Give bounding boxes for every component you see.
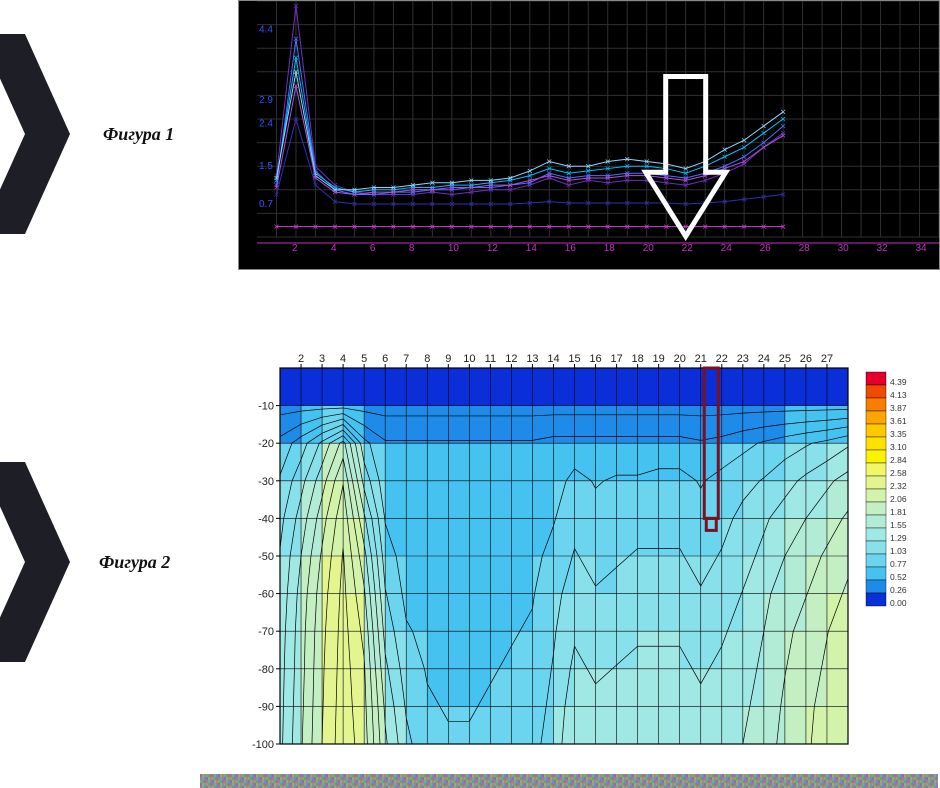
svg-text:-90: -90 xyxy=(258,701,274,713)
svg-text:2: 2 xyxy=(298,353,304,365)
svg-text:1.81: 1.81 xyxy=(890,507,907,517)
svg-text:-100: -100 xyxy=(252,739,274,750)
svg-text:26: 26 xyxy=(800,353,812,365)
svg-text:10: 10 xyxy=(448,243,460,254)
svg-text:1.03: 1.03 xyxy=(890,546,907,556)
svg-text:1.5: 1.5 xyxy=(259,161,273,172)
svg-text:3.35: 3.35 xyxy=(890,429,907,439)
svg-text:26: 26 xyxy=(760,243,772,254)
svg-text:21: 21 xyxy=(695,353,707,365)
svg-text:14: 14 xyxy=(526,243,538,254)
svg-text:22: 22 xyxy=(716,353,728,365)
svg-text:10: 10 xyxy=(463,353,475,365)
svg-text:22: 22 xyxy=(682,243,694,254)
svg-text:4: 4 xyxy=(331,243,337,254)
svg-text:2.9: 2.9 xyxy=(259,95,273,106)
figure-2-label: Фигура 2 xyxy=(99,552,170,573)
svg-text:2: 2 xyxy=(292,243,298,254)
svg-text:4.4: 4.4 xyxy=(259,24,273,35)
svg-text:2.58: 2.58 xyxy=(890,468,907,478)
svg-text:4.13: 4.13 xyxy=(890,390,907,400)
svg-text:6: 6 xyxy=(382,353,388,365)
svg-text:17: 17 xyxy=(610,353,622,365)
svg-text:8: 8 xyxy=(424,353,430,365)
line-chart-figure-1: 0.71.52.42.94.42468101214161820222426283… xyxy=(238,0,940,270)
svg-text:-40: -40 xyxy=(258,513,274,525)
svg-text:4.39: 4.39 xyxy=(890,377,907,387)
svg-text:0.7: 0.7 xyxy=(259,199,273,210)
svg-text:24: 24 xyxy=(758,353,770,365)
svg-text:11: 11 xyxy=(485,353,496,365)
svg-text:6: 6 xyxy=(370,243,376,254)
svg-text:24: 24 xyxy=(721,243,733,254)
svg-text:0.26: 0.26 xyxy=(890,585,907,595)
svg-text:12: 12 xyxy=(487,243,499,254)
contour-chart-canvas: 2345678910111213141516171819202122232425… xyxy=(238,346,938,750)
svg-text:30: 30 xyxy=(838,243,850,254)
svg-text:0.00: 0.00 xyxy=(890,598,907,608)
svg-text:2.32: 2.32 xyxy=(890,481,907,491)
chevron-pointer-1 xyxy=(0,34,70,234)
svg-text:5: 5 xyxy=(361,353,367,365)
svg-text:0.52: 0.52 xyxy=(890,572,907,582)
svg-text:8: 8 xyxy=(409,243,415,254)
svg-text:32: 32 xyxy=(877,243,889,254)
svg-text:12: 12 xyxy=(505,353,517,365)
svg-text:-70: -70 xyxy=(258,626,274,638)
svg-text:18: 18 xyxy=(632,353,644,365)
svg-text:1.29: 1.29 xyxy=(890,533,907,543)
svg-text:23: 23 xyxy=(737,353,749,365)
svg-text:-30: -30 xyxy=(258,476,274,488)
svg-text:9: 9 xyxy=(445,353,451,365)
svg-text:25: 25 xyxy=(779,353,791,365)
svg-text:3.87: 3.87 xyxy=(890,403,907,413)
contour-chart-figure-2: 2345678910111213141516171819202122232425… xyxy=(238,346,938,750)
svg-text:3: 3 xyxy=(319,353,325,365)
svg-text:3.10: 3.10 xyxy=(890,442,907,452)
svg-text:2.06: 2.06 xyxy=(890,494,907,504)
svg-text:-20: -20 xyxy=(258,438,274,450)
svg-text:2.84: 2.84 xyxy=(890,455,907,465)
svg-text:-50: -50 xyxy=(258,551,274,563)
svg-text:18: 18 xyxy=(604,243,616,254)
svg-text:-80: -80 xyxy=(258,664,274,676)
svg-text:20: 20 xyxy=(643,243,655,254)
svg-text:2.4: 2.4 xyxy=(259,119,273,130)
svg-text:0.77: 0.77 xyxy=(890,559,907,569)
svg-text:-60: -60 xyxy=(258,589,274,601)
svg-text:20: 20 xyxy=(674,353,686,365)
svg-text:7: 7 xyxy=(403,353,409,365)
chevron-pointer-2 xyxy=(0,462,70,662)
line-chart-canvas: 0.71.52.42.94.42468101214161820222426283… xyxy=(239,1,939,269)
svg-text:19: 19 xyxy=(653,353,665,365)
svg-text:1.55: 1.55 xyxy=(890,520,907,530)
chevron-shape xyxy=(0,462,70,662)
chevron-shape xyxy=(0,34,70,234)
footer-noise-strip xyxy=(200,774,938,788)
svg-text:27: 27 xyxy=(821,353,833,365)
svg-text:16: 16 xyxy=(589,353,601,365)
svg-text:34: 34 xyxy=(916,243,928,254)
svg-text:15: 15 xyxy=(568,353,580,365)
svg-text:16: 16 xyxy=(565,243,577,254)
svg-text:-10: -10 xyxy=(258,401,274,413)
svg-text:13: 13 xyxy=(526,353,538,365)
svg-text:3.61: 3.61 xyxy=(890,416,907,426)
svg-text:14: 14 xyxy=(547,353,559,365)
svg-text:28: 28 xyxy=(799,243,811,254)
svg-text:4: 4 xyxy=(340,353,346,365)
figure-1-label: Фигура 1 xyxy=(103,124,174,145)
